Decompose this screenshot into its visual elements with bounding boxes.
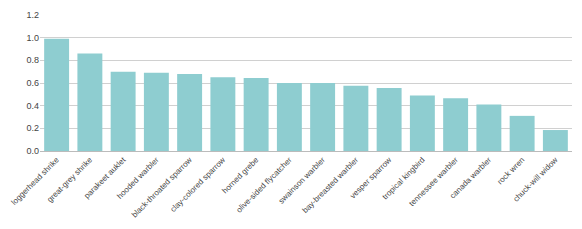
svg-text:0.0: 0.0	[26, 146, 39, 156]
svg-text:tropical kingbird: tropical kingbird	[381, 155, 427, 201]
svg-text:0.4: 0.4	[26, 101, 39, 111]
svg-text:black-throated sparrow: black-throated sparrow	[130, 155, 194, 219]
svg-text:canada warbler: canada warbler	[448, 155, 493, 200]
svg-text:1.0: 1.0	[26, 33, 39, 43]
svg-text:great-grey shrike: great-grey shrike	[45, 155, 94, 204]
svg-text:olive-sided flycatcher: olive-sided flycatcher	[234, 155, 293, 214]
svg-text:tennessee warbler: tennessee warbler	[407, 155, 460, 208]
svg-text:chuck-will widow: chuck-will widow	[511, 155, 559, 203]
svg-text:bay-breasted warbler: bay-breasted warbler	[301, 155, 361, 215]
svg-text:0.8: 0.8	[26, 55, 39, 65]
svg-text:loggerhead shrike: loggerhead shrike	[10, 155, 62, 207]
svg-text:swainson warbler: swainson warbler	[277, 155, 327, 205]
svg-text:1.2: 1.2	[26, 10, 39, 20]
svg-text:0.2: 0.2	[26, 123, 39, 133]
svg-text:hooded warbler: hooded warbler	[115, 155, 161, 201]
svg-text:horned grebe: horned grebe	[220, 155, 260, 195]
svg-text:vesper sparrow: vesper sparrow	[348, 155, 393, 200]
svg-text:parakeet auklet: parakeet auklet	[82, 155, 128, 201]
svg-text:clay-colored sparrow: clay-colored sparrow	[169, 155, 228, 214]
svg-text:rock wren: rock wren	[495, 155, 526, 186]
svg-text:0.6: 0.6	[26, 78, 39, 88]
